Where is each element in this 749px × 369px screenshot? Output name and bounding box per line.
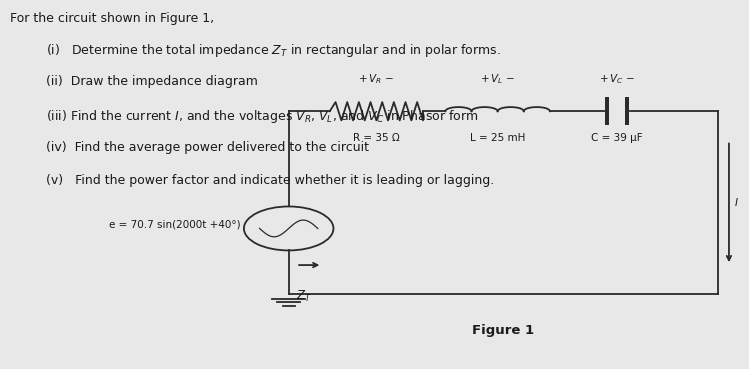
Text: I: I (735, 198, 738, 208)
Text: (v)   Find the power factor and indicate whether it is leading or lagging.: (v) Find the power factor and indicate w… (46, 173, 494, 186)
Text: $Z_T$: $Z_T$ (296, 289, 312, 304)
Text: $+\,V_R\,-$: $+\,V_R\,-$ (358, 72, 395, 86)
Text: e = 70.7 sin(2000t +40°): e = 70.7 sin(2000t +40°) (109, 220, 240, 230)
Text: $+\,V_C\,-$: $+\,V_C\,-$ (599, 72, 635, 86)
Text: (iv)  Find the average power delivered to the circuit: (iv) Find the average power delivered to… (46, 141, 369, 154)
Text: R = 35 Ω: R = 35 Ω (353, 133, 400, 143)
Text: (ii)  Draw the impedance diagram: (ii) Draw the impedance diagram (46, 75, 258, 87)
Text: (i)   Determine the total impedance $Z_T$ in rectangular and in polar forms.: (i) Determine the total impedance $Z_T$ … (46, 42, 501, 59)
Text: C = 39 μF: C = 39 μF (591, 133, 643, 143)
Text: Figure 1: Figure 1 (472, 324, 534, 337)
Text: L = 25 mH: L = 25 mH (470, 133, 525, 143)
Text: For the circuit shown in Figure 1,: For the circuit shown in Figure 1, (10, 13, 214, 25)
Text: (iii) Find the current $I$, and the voltages $V_R$, $V_L$, and $V_C$ in Phasor f: (iii) Find the current $I$, and the volt… (46, 108, 479, 125)
Text: $+\,V_L\,-$: $+\,V_L\,-$ (480, 72, 515, 86)
